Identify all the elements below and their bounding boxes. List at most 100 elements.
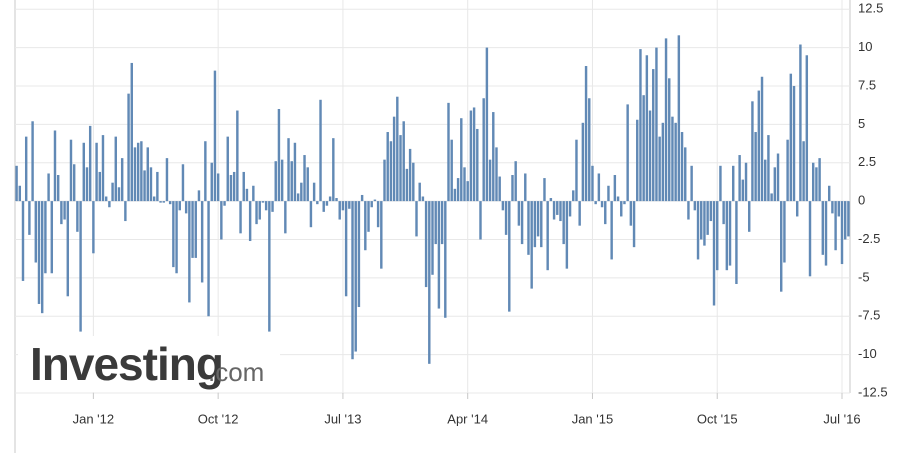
x-tick-label: Oct '12 — [198, 411, 239, 426]
y-tick-label: 12.5 — [858, 1, 883, 16]
bar — [674, 122, 677, 202]
bar — [511, 175, 514, 202]
bar — [476, 128, 479, 202]
bar — [840, 201, 844, 265]
bar — [447, 102, 450, 202]
bar — [335, 198, 338, 202]
bar — [415, 201, 418, 237]
watermark-background — [18, 336, 280, 392]
bar — [594, 201, 597, 205]
bar — [79, 201, 82, 332]
bar — [370, 201, 373, 208]
bar — [751, 101, 754, 202]
bar — [504, 201, 508, 235]
bar — [124, 201, 127, 222]
bar — [232, 171, 236, 202]
bar — [120, 158, 124, 202]
bar — [437, 201, 441, 309]
bar — [316, 201, 319, 205]
bar — [783, 201, 786, 263]
bar — [348, 201, 351, 209]
bar — [319, 99, 322, 202]
bar — [642, 95, 645, 202]
bar — [133, 147, 137, 202]
bar — [463, 167, 466, 202]
bar — [53, 130, 57, 202]
bar — [811, 162, 815, 202]
bar — [95, 142, 98, 202]
x-tick-label: Jul '16 — [823, 411, 860, 426]
bar — [98, 171, 101, 202]
bar — [66, 201, 70, 297]
bar — [786, 139, 789, 202]
x-tick-label: Jan '12 — [73, 411, 115, 426]
bar — [636, 119, 639, 202]
y-tick-label: 5 — [858, 116, 865, 131]
bar — [344, 201, 348, 297]
bar — [373, 199, 377, 202]
bar — [591, 165, 594, 202]
bar — [770, 193, 773, 202]
bar — [15, 165, 18, 202]
bar — [827, 185, 831, 202]
bar — [44, 201, 47, 274]
bar — [159, 201, 162, 203]
bar — [88, 125, 92, 202]
bar — [495, 147, 498, 202]
bar — [140, 141, 143, 202]
bar — [24, 136, 28, 202]
x-tick-label: Jul '13 — [324, 411, 361, 426]
bar — [50, 201, 54, 274]
bar — [517, 201, 521, 226]
bar — [421, 196, 425, 202]
bar — [533, 201, 537, 248]
x-tick-label: Jan '15 — [572, 411, 614, 426]
bar — [296, 193, 300, 202]
bar — [277, 108, 281, 202]
bar — [540, 201, 543, 248]
bar — [648, 110, 652, 202]
bar — [364, 201, 367, 251]
bar — [85, 167, 89, 202]
bar — [722, 201, 725, 225]
bar — [805, 55, 809, 202]
bar — [821, 201, 825, 255]
bar — [616, 196, 620, 202]
bar — [773, 167, 777, 202]
bar — [376, 201, 380, 228]
bar — [181, 164, 185, 202]
bar — [399, 135, 402, 202]
bar — [847, 201, 850, 237]
bar — [264, 201, 268, 211]
bar — [386, 132, 389, 202]
bar — [728, 201, 732, 266]
bar — [706, 201, 709, 235]
bar — [156, 171, 159, 202]
bar — [21, 201, 25, 281]
bar — [354, 201, 357, 352]
bar — [732, 165, 735, 202]
bar — [434, 201, 437, 245]
x-tick-label: Apr '14 — [447, 411, 488, 426]
y-tick-label: -2.5 — [858, 231, 880, 246]
bar — [575, 139, 578, 202]
bar — [559, 201, 562, 222]
bar — [818, 158, 821, 202]
bar — [152, 196, 156, 202]
bar — [795, 201, 799, 217]
y-tick-label: 2.5 — [858, 154, 876, 169]
bar — [482, 98, 485, 202]
bar — [479, 201, 482, 240]
bar — [456, 178, 460, 202]
bar — [104, 196, 108, 202]
bar — [514, 161, 517, 202]
bar — [293, 142, 297, 202]
bar — [165, 158, 169, 202]
bar — [485, 47, 489, 202]
bar — [284, 201, 287, 234]
bar — [40, 201, 44, 314]
bar — [402, 121, 405, 202]
bar — [661, 122, 665, 202]
bar — [725, 201, 729, 271]
bar — [568, 201, 572, 217]
